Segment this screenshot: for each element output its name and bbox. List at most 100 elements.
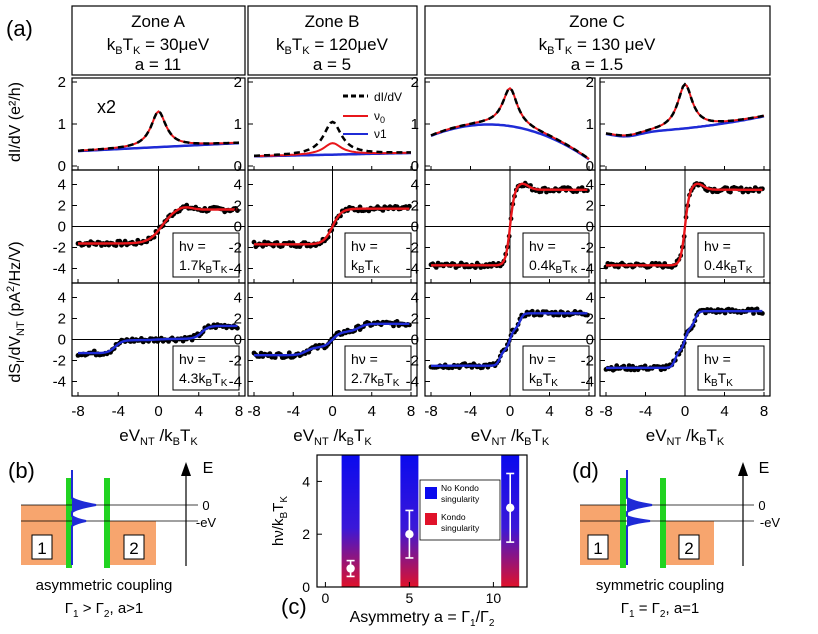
nu1-curve	[430, 123, 590, 161]
panel-r1-c1: 2 1 0	[58, 74, 246, 175]
y-tick-label: -4	[229, 261, 242, 278]
panel-c-frame	[316, 454, 528, 588]
legend-text-kondo-2: singularity	[441, 523, 480, 533]
legend-didv-label: dI/dV	[374, 90, 402, 104]
hv-box	[344, 345, 412, 391]
panel-r1-c3: 2 1 0	[411, 74, 596, 175]
data-point	[728, 189, 733, 195]
y-tick-label: 4	[234, 177, 242, 194]
hv-box	[172, 232, 240, 278]
y-tick-label: -4	[581, 374, 594, 391]
zone-a-asym: a = 11	[135, 55, 181, 74]
x-tick-label: 0	[154, 403, 162, 420]
x-tick-label: -8	[424, 403, 437, 420]
hv-box-line1: hν =	[179, 351, 206, 367]
y-tick-label: 4	[411, 177, 419, 194]
lead-2-label-d: 2	[684, 539, 693, 558]
c-x-tick-label: 10	[486, 590, 502, 606]
y-tick-label: 1	[411, 116, 419, 133]
y-tick-label: 2	[411, 198, 419, 215]
hv-box-tspan: 1.7k	[179, 257, 206, 273]
nu0-fit	[431, 182, 588, 267]
hv-box-tspan: K	[221, 265, 228, 276]
hv-box-tspan: K	[551, 378, 558, 389]
x-tick-label: 8	[407, 403, 415, 420]
c-x-axis-title-part: 1	[470, 618, 476, 629]
panel-label-d: (d)	[572, 458, 599, 483]
hv-box-line2: kBTK	[704, 370, 733, 389]
c-y-axis-title-part: B	[279, 512, 290, 519]
y-tick-label: 2	[58, 198, 66, 215]
barrier-right-b	[104, 478, 110, 568]
panel-r2-c4: 4 2 0 -2 -4 hν = 0.4kBTK	[581, 169, 771, 284]
hv-box-tspan: B	[730, 265, 737, 276]
y-tick-label: 0	[411, 158, 419, 175]
c-y-axis-title: hν/kBTK	[270, 496, 290, 546]
hv-box-tspan: T	[212, 257, 221, 273]
y-tick-label: 1	[58, 116, 66, 133]
x-tick-label: 4	[368, 403, 376, 420]
c-y-axis-title-part: K	[279, 496, 290, 503]
zone-c-tk: kBTK = 130 μeV	[539, 35, 656, 57]
y-tick-label: 2	[586, 74, 594, 91]
y-tick-label: 0	[234, 158, 242, 175]
c-x-tick-label: 0	[322, 590, 330, 606]
x-axis-title-part: B	[173, 436, 180, 448]
x-axis-title-part: eV	[471, 426, 492, 445]
nu1-fit	[606, 309, 763, 370]
y-tick-label: -4	[406, 374, 419, 391]
nu0-fit	[254, 207, 410, 246]
panel-r3-c2: 4 2 0 -2 -4 hν = 2.7kBTK	[229, 282, 418, 397]
hv-box-tspan: B	[711, 378, 718, 389]
nu1-fit	[431, 312, 588, 367]
hv-box	[522, 345, 590, 391]
panel-frame	[599, 77, 771, 171]
data-point-3	[506, 503, 515, 512]
x-tick-label: -4	[287, 403, 300, 420]
hv-box-tspan: K	[726, 378, 733, 389]
c-y-axis-title-part: hν/k	[270, 518, 287, 546]
barrier-left-d	[620, 478, 626, 568]
panel-r1-c4: 2 1 0	[586, 74, 771, 175]
y-tick-label: 4	[58, 177, 66, 194]
y-tick-label: 0	[411, 219, 419, 236]
legend-swatch-red	[425, 513, 437, 525]
hv-box-line2: kBTK	[351, 257, 380, 276]
hv-box-tspan: 4.3k	[179, 370, 206, 386]
y-tick-label: -2	[581, 353, 594, 370]
zone-a-tk: kBTK = 30μeV	[107, 35, 210, 57]
ev-label-d: -eV	[760, 515, 781, 530]
hv-box-line2: 0.4kBTK	[704, 257, 753, 276]
nu0-fit	[606, 182, 763, 267]
didv-curve	[254, 120, 411, 157]
caption-d-1: symmetric coupling	[596, 577, 724, 594]
x-axis-title-part: /k	[155, 426, 173, 445]
hv-box	[344, 232, 412, 278]
x-axis-title-part: K	[364, 436, 372, 448]
hv-box-tspan: K	[373, 265, 380, 276]
x-axis-title-part: NT	[492, 436, 507, 448]
hv-box	[697, 232, 765, 278]
y-tick-label: -4	[53, 261, 66, 278]
lead-1-label-d: 1	[593, 539, 602, 558]
x-axis-title: eVNT /kBTK	[646, 426, 725, 448]
nu0-curve	[254, 142, 411, 158]
zero-label-b: 0	[202, 498, 209, 513]
y-tick-label: -2	[406, 353, 419, 370]
x-axis-title: eVNT /kBTK	[471, 426, 550, 448]
nu0-curve	[430, 86, 590, 160]
c-y-tick-label: 0	[302, 579, 310, 595]
hv-box-line1: hν =	[179, 238, 206, 254]
y-tick-label: 2	[411, 311, 419, 328]
hv-box-line1: hν =	[351, 238, 378, 254]
hv-box	[522, 232, 590, 278]
legend-nu1-label: ν1	[374, 127, 387, 141]
hv-box-tspan: T	[718, 370, 727, 386]
zone-b-asym: a = 5	[313, 55, 351, 74]
hv-box-tspan: B	[555, 265, 562, 276]
hv-box	[172, 345, 240, 391]
didv-curve	[605, 82, 765, 137]
hv-box-tspan: 0.4k	[529, 257, 556, 273]
ev-label-b: -eV	[196, 515, 217, 530]
